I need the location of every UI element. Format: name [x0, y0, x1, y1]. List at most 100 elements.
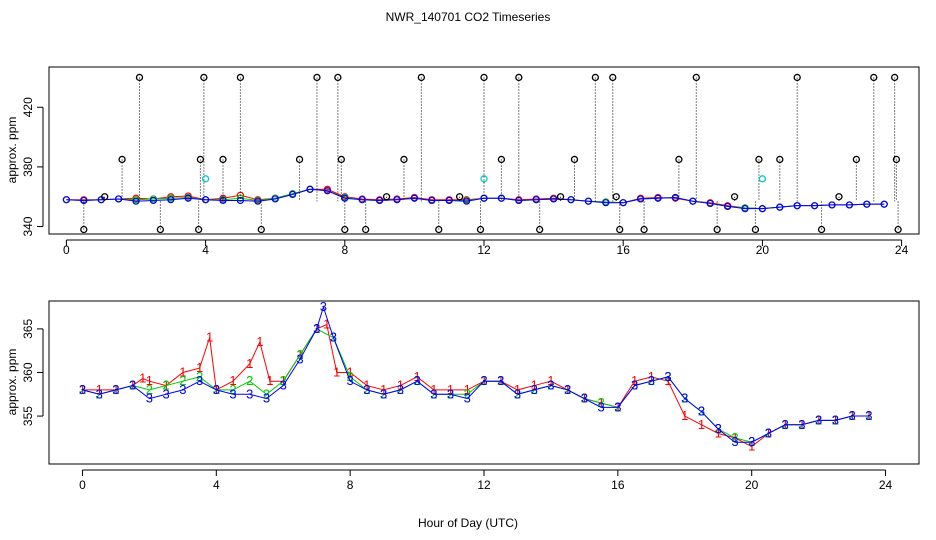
flagged-point — [497, 155, 506, 164]
flagged-point — [341, 225, 349, 234]
series-3-point: 3 — [698, 404, 705, 419]
flagged-point — [80, 225, 88, 234]
series-3-point: 3 — [748, 434, 755, 449]
series-1-point: 1 — [380, 382, 387, 397]
flagged-point — [556, 193, 565, 201]
series-1-point: 1 — [363, 378, 370, 393]
series-3-point: 3 — [731, 434, 738, 449]
series-3-point — [428, 196, 436, 205]
series-3-point: 3 — [581, 391, 588, 406]
series-3-point — [341, 194, 349, 202]
x-tick-label: 16 — [611, 478, 625, 492]
series-3-point: 3 — [162, 386, 169, 401]
series-3-point: 3 — [664, 369, 671, 384]
x-tick-label: 12 — [477, 478, 491, 492]
flagged-point — [334, 73, 342, 82]
series-1-point: 1 — [648, 369, 655, 384]
series-2-point: 2 — [162, 378, 169, 393]
series-1-point: 1 — [681, 408, 688, 423]
flagged-point — [609, 73, 617, 82]
series-1-point: 1 — [748, 439, 755, 454]
top-panel: 0 4 8 12 16 20 24 340 380 420 approx. ppm — [5, 66, 920, 257]
series-3-point: 3 — [96, 386, 103, 401]
flagged-point — [236, 73, 245, 82]
series-2-point: 2 — [146, 382, 153, 397]
series-3-point: 3 — [480, 373, 487, 388]
series-1-point: 1 — [531, 378, 538, 393]
series-3-point: 3 — [447, 386, 454, 401]
series-3-point: 3 — [330, 330, 337, 345]
series-3-point: 3 — [798, 417, 805, 432]
series-3-point: 3 — [196, 373, 203, 388]
flagged-point — [455, 193, 464, 201]
series-1-point: 1 — [196, 360, 203, 375]
series-3-point — [202, 196, 210, 204]
flagged-point — [692, 73, 700, 82]
series-1-point: 1 — [139, 371, 146, 386]
series-3-point — [845, 201, 854, 209]
series-3-point — [289, 190, 297, 199]
series-3-point: 3 — [179, 382, 186, 397]
flagged-point — [640, 225, 648, 234]
flagged-point — [755, 155, 763, 164]
x-tick-label: 0 — [63, 243, 70, 257]
flagged-point — [194, 225, 203, 234]
figure-title: NWR_140701 CO2 Timeseries — [386, 10, 551, 24]
cyan-point — [758, 175, 767, 183]
flagged-point — [257, 225, 265, 234]
flagged-point — [616, 225, 624, 234]
bottom-panel-ylabel: approx. ppm — [5, 349, 19, 416]
top-panel-axes: 0 4 8 12 16 20 24 340 380 420 — [21, 97, 909, 257]
x-tick-label: 8 — [347, 478, 354, 492]
series-2-point: 2 — [296, 347, 303, 362]
series-3-point: 3 — [514, 386, 521, 401]
flagged-point — [135, 73, 144, 82]
series-3-point — [567, 196, 575, 204]
series-1-point: 1 — [333, 364, 340, 379]
x-tick-label: 24 — [895, 243, 909, 257]
series-3-point — [776, 203, 784, 211]
series-3-point: 3 — [347, 373, 354, 388]
series-3-point: 3 — [631, 378, 638, 393]
series-3-point — [602, 199, 610, 207]
series-3-point — [167, 196, 175, 204]
series-3-point — [706, 199, 714, 208]
series-3-point: 3 — [313, 321, 320, 336]
series-3-point: 3 — [848, 408, 855, 423]
series-1-point: 1 — [698, 417, 705, 432]
series-1-point: 1 — [413, 369, 420, 384]
flagged-point — [730, 193, 739, 201]
series-2-point: 2 — [464, 386, 471, 401]
flagged-point — [817, 225, 826, 234]
series-3-point — [80, 196, 88, 205]
series-3-point: 3 — [146, 391, 153, 406]
flagged-point — [156, 225, 165, 234]
series-3-point — [636, 195, 645, 203]
flagged-point — [435, 225, 443, 234]
series-1-point: 1 — [266, 373, 273, 388]
flagged-point — [400, 155, 408, 164]
x-tick-label: 24 — [879, 478, 893, 492]
series-3-line — [82, 305, 869, 443]
series-3-point — [828, 201, 836, 209]
series-2-point: 2 — [263, 386, 270, 401]
series-1-point: 1 — [179, 364, 186, 379]
series-2-point: 2 — [246, 373, 253, 388]
series-1-point: 1 — [79, 382, 86, 397]
cyan-point — [480, 175, 488, 183]
series-3-point — [619, 199, 627, 207]
y-tick-label: 355 — [21, 406, 35, 426]
flagged-point — [118, 155, 126, 164]
y-tick-label: 360 — [21, 362, 35, 382]
flagged-point — [852, 155, 861, 164]
series-3-point: 3 — [213, 382, 220, 397]
series-3-point: 3 — [229, 386, 236, 401]
y-tick-label: 420 — [21, 97, 35, 117]
flagged-point — [480, 73, 488, 82]
series-1-point: 1 — [347, 364, 354, 379]
series-3-point: 3 — [547, 378, 554, 393]
series-3-point: 3 — [112, 382, 119, 397]
